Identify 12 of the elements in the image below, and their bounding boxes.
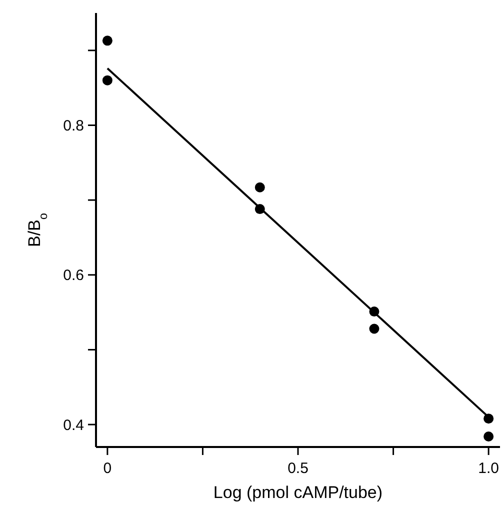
point xyxy=(484,432,494,442)
x-tick-label: 0 xyxy=(103,460,112,477)
point xyxy=(102,36,112,46)
point xyxy=(369,324,380,334)
point xyxy=(102,75,112,86)
x-axis-title: Log (pmol cAMP/tube) xyxy=(213,483,383,502)
point xyxy=(254,182,265,192)
x-tick-label: 1.0 xyxy=(478,460,499,477)
x-tick-label: 0.5 xyxy=(288,460,308,477)
y-tick-label: 0.6 xyxy=(63,267,84,284)
y-tick-label: 0.8 xyxy=(63,117,84,134)
y-tick-label: 0.4 xyxy=(63,416,84,434)
